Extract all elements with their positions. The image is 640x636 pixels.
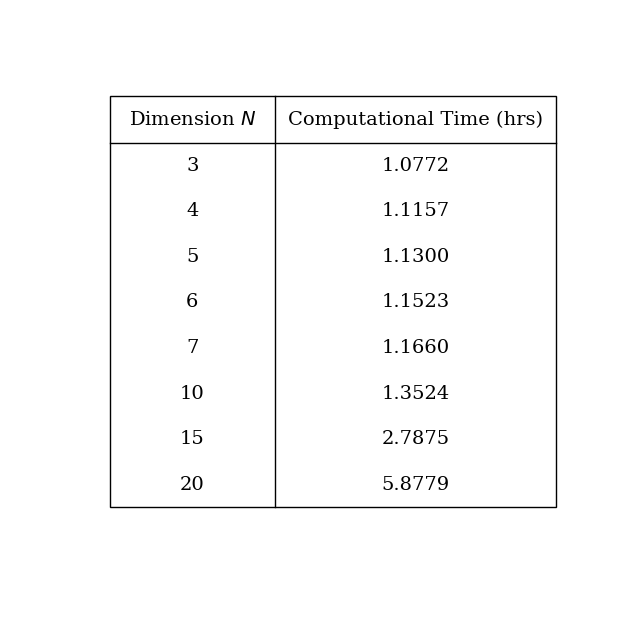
Text: 4: 4: [186, 202, 198, 221]
Text: 1.0772: 1.0772: [381, 157, 450, 175]
Text: 6: 6: [186, 293, 198, 312]
Text: 3: 3: [186, 157, 198, 175]
Text: 1.1523: 1.1523: [381, 293, 450, 312]
Text: 7: 7: [186, 339, 198, 357]
Text: Computational Time (hrs): Computational Time (hrs): [288, 111, 543, 128]
Text: 1.3524: 1.3524: [381, 385, 450, 403]
Text: 20: 20: [180, 476, 205, 494]
Text: 5: 5: [186, 248, 198, 266]
Text: 1.1300: 1.1300: [381, 248, 450, 266]
Text: 2.7875: 2.7875: [381, 430, 450, 448]
Text: 1.1157: 1.1157: [381, 202, 450, 221]
Text: 15: 15: [180, 430, 205, 448]
Text: 1.1660: 1.1660: [381, 339, 450, 357]
Text: Dimension $N$: Dimension $N$: [129, 111, 256, 128]
Text: 5.8779: 5.8779: [381, 476, 450, 494]
Text: 10: 10: [180, 385, 205, 403]
